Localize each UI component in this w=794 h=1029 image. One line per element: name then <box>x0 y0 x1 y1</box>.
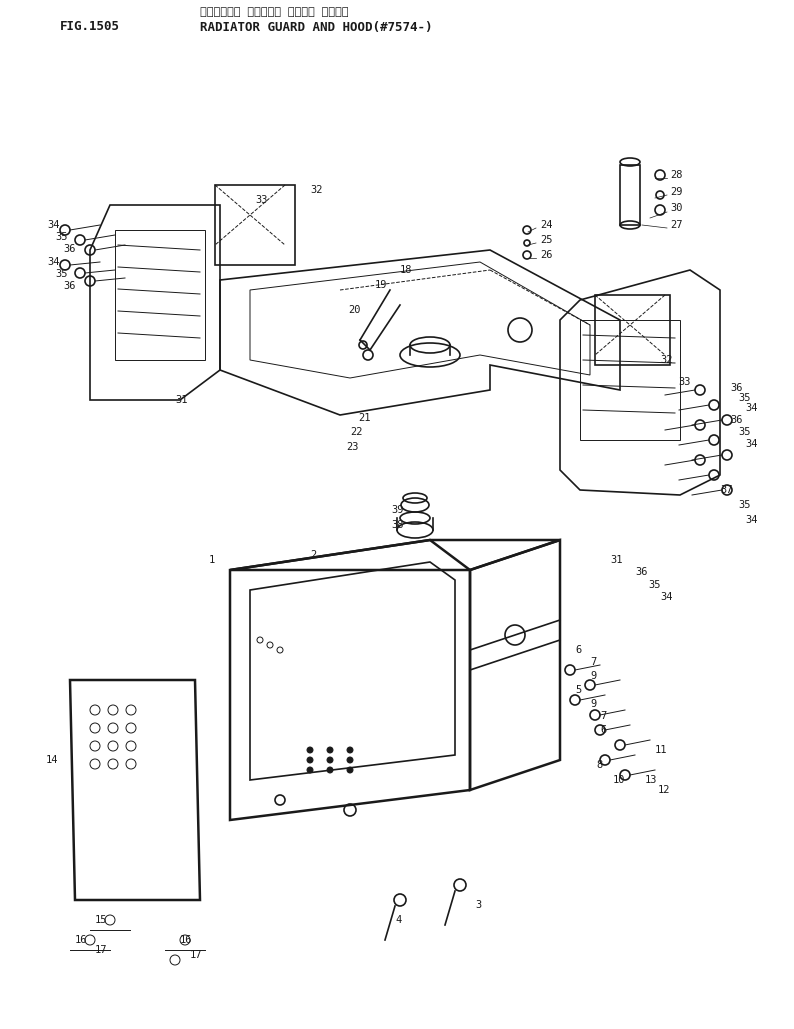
Text: 28: 28 <box>670 170 683 180</box>
Text: 35: 35 <box>738 500 750 510</box>
Text: 1: 1 <box>209 555 215 565</box>
Text: 34: 34 <box>745 439 757 449</box>
Circle shape <box>347 747 353 753</box>
Text: 5: 5 <box>575 685 581 695</box>
Bar <box>215 185 295 265</box>
Circle shape <box>307 747 313 753</box>
Text: 10: 10 <box>613 775 626 785</box>
Text: 4: 4 <box>395 915 401 925</box>
Bar <box>115 230 205 360</box>
Text: 9: 9 <box>590 699 596 709</box>
Text: 15: 15 <box>95 915 107 925</box>
Text: 16: 16 <box>75 935 87 945</box>
Text: 34: 34 <box>660 592 673 602</box>
Text: 36: 36 <box>730 383 742 393</box>
Text: 31: 31 <box>175 395 187 405</box>
Text: 17: 17 <box>190 950 202 960</box>
Bar <box>595 295 670 365</box>
Text: 36: 36 <box>64 244 76 254</box>
Circle shape <box>327 767 333 773</box>
Bar <box>580 320 680 440</box>
Text: 2: 2 <box>310 549 316 560</box>
Text: 35: 35 <box>738 427 750 437</box>
Text: 27: 27 <box>670 220 683 230</box>
Text: 35: 35 <box>738 393 750 403</box>
Text: 25: 25 <box>540 235 553 245</box>
Text: 32: 32 <box>310 185 322 196</box>
Text: 6: 6 <box>600 725 607 735</box>
Text: 32: 32 <box>660 355 673 365</box>
Text: ラシ゚エータ カ゚ート゚ オヨピ フート゚: ラシ゚エータ カ゚ート゚ オヨピ フート゚ <box>200 7 349 17</box>
Text: 29: 29 <box>670 187 683 197</box>
Text: 9: 9 <box>590 671 596 681</box>
Circle shape <box>327 757 333 762</box>
Text: 11: 11 <box>655 745 668 755</box>
Text: 35: 35 <box>56 232 68 242</box>
Circle shape <box>307 767 313 773</box>
Text: 35: 35 <box>648 580 661 590</box>
Text: 22: 22 <box>350 427 363 437</box>
Text: 34: 34 <box>745 403 757 413</box>
Text: 35: 35 <box>56 269 68 279</box>
Circle shape <box>327 747 333 753</box>
Text: FIG.1505: FIG.1505 <box>60 21 120 34</box>
Bar <box>620 165 640 225</box>
Circle shape <box>347 767 353 773</box>
Text: 30: 30 <box>670 203 683 213</box>
Text: 36: 36 <box>64 281 76 291</box>
Text: 13: 13 <box>645 775 657 785</box>
Text: 18: 18 <box>400 265 413 275</box>
Text: 33: 33 <box>255 196 268 205</box>
Text: 36: 36 <box>635 567 647 577</box>
Text: 26: 26 <box>540 250 553 260</box>
Text: 36: 36 <box>730 415 742 425</box>
Text: 37: 37 <box>720 485 733 495</box>
Text: 7: 7 <box>600 711 607 721</box>
Text: 8: 8 <box>596 760 603 770</box>
Text: RADIATOR GUARD AND HOOD(#7574-): RADIATOR GUARD AND HOOD(#7574-) <box>200 21 433 34</box>
Text: 3: 3 <box>475 900 481 910</box>
Text: 39: 39 <box>391 505 404 514</box>
Circle shape <box>347 757 353 762</box>
Text: 6: 6 <box>575 645 581 655</box>
Text: 14: 14 <box>45 755 58 765</box>
Text: 17: 17 <box>95 945 107 955</box>
Circle shape <box>307 757 313 762</box>
Text: 34: 34 <box>745 514 757 525</box>
Text: 23: 23 <box>346 442 359 452</box>
Text: 31: 31 <box>610 555 622 565</box>
Text: 33: 33 <box>678 377 691 387</box>
Text: 16: 16 <box>180 935 192 945</box>
Text: 38: 38 <box>391 520 404 530</box>
Text: 34: 34 <box>48 220 60 230</box>
Text: 24: 24 <box>540 220 553 230</box>
Text: 12: 12 <box>658 785 670 795</box>
Text: 7: 7 <box>590 657 596 667</box>
Text: 19: 19 <box>375 280 387 290</box>
Text: 34: 34 <box>48 257 60 267</box>
Text: 20: 20 <box>348 305 360 315</box>
Text: 21: 21 <box>358 413 371 423</box>
